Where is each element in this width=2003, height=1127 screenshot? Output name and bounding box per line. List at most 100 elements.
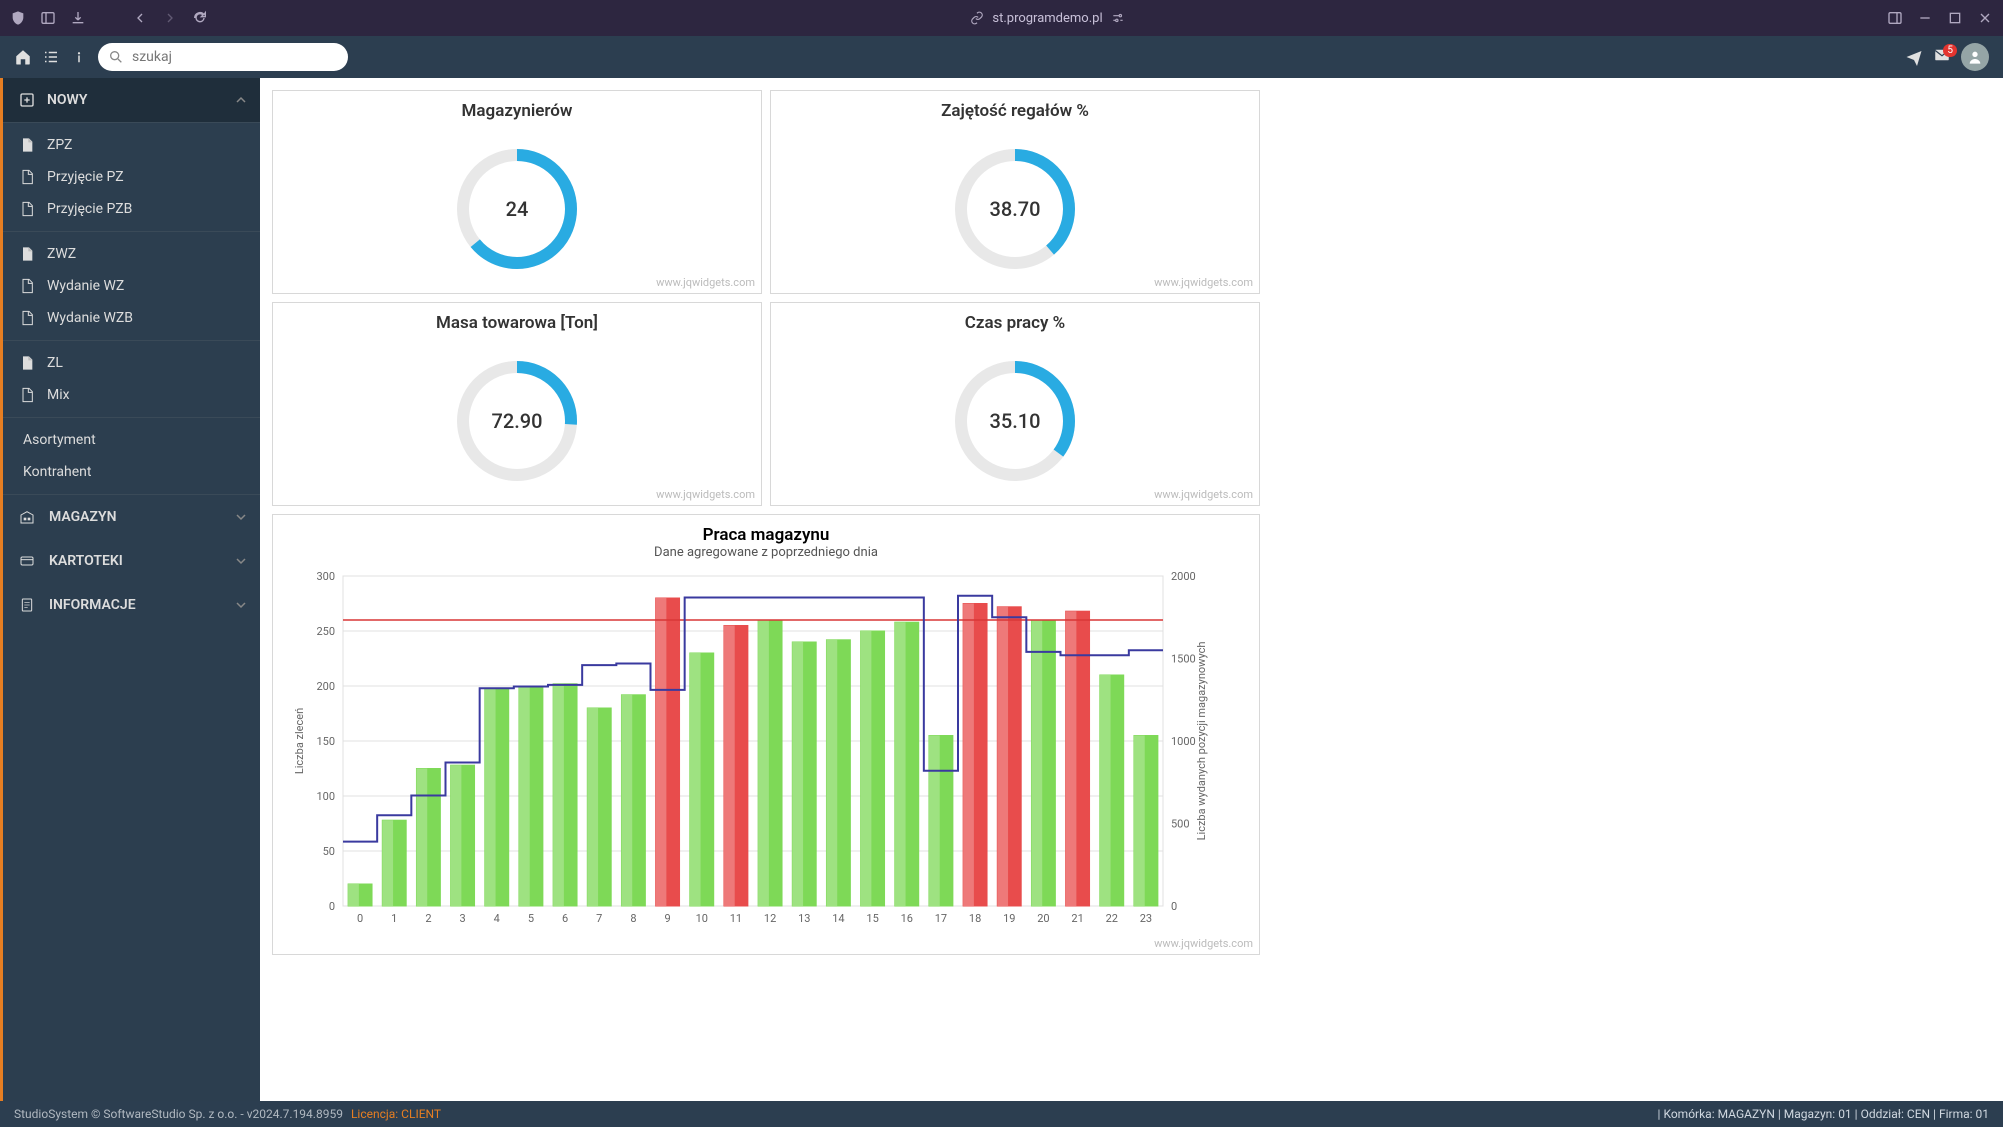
mail-button[interactable]: 5 bbox=[1933, 46, 1951, 68]
document-icon bbox=[19, 201, 35, 217]
panel-icon[interactable] bbox=[1887, 10, 1903, 26]
minimize-icon[interactable] bbox=[1917, 10, 1933, 26]
mail-badge: 5 bbox=[1943, 44, 1957, 57]
search-input[interactable] bbox=[98, 43, 348, 71]
back-icon[interactable] bbox=[132, 10, 148, 26]
watermark: www.jqwidgets.com bbox=[1154, 276, 1253, 289]
maximize-icon[interactable] bbox=[1947, 10, 1963, 26]
watermark: www.jqwidgets.com bbox=[656, 276, 755, 289]
sidebar-item-wydanie-wz[interactable]: Wydanie WZ bbox=[3, 270, 260, 302]
search-icon bbox=[108, 49, 124, 65]
file-icon bbox=[19, 137, 35, 153]
svg-text:7: 7 bbox=[596, 912, 602, 925]
svg-text:10: 10 bbox=[696, 912, 708, 925]
sidebar-cat-label: KARTOTEKI bbox=[49, 553, 123, 569]
gauge: 72.90 bbox=[437, 341, 597, 491]
svg-text:22: 22 bbox=[1106, 912, 1118, 925]
sidebar-item-przyjęcie-pzb[interactable]: Przyjęcie PZB bbox=[3, 193, 260, 225]
gauge: 24 bbox=[437, 129, 597, 279]
gauge-value: 35.10 bbox=[989, 409, 1040, 433]
sidebar-item-label: Przyjęcie PZ bbox=[47, 169, 124, 185]
sidebar-item-zl[interactable]: ZL bbox=[3, 347, 260, 379]
status-license: Licencja: CLIENT bbox=[351, 1107, 441, 1121]
sidebar-item-label: ZWZ bbox=[47, 246, 76, 262]
sidebar-item-zpz[interactable]: ZPZ bbox=[3, 129, 260, 161]
svg-text:8: 8 bbox=[630, 912, 636, 925]
home-icon[interactable] bbox=[14, 48, 32, 66]
svg-text:18: 18 bbox=[969, 912, 981, 925]
svg-text:14: 14 bbox=[832, 912, 844, 925]
file-icon bbox=[19, 246, 35, 262]
sidebar-item-asortyment[interactable]: Asortyment bbox=[3, 424, 260, 456]
gauge-value: 72.90 bbox=[491, 409, 542, 433]
download-icon[interactable] bbox=[70, 10, 86, 26]
plane-icon[interactable] bbox=[1905, 48, 1923, 66]
avatar[interactable] bbox=[1961, 43, 1989, 71]
svg-text:3: 3 bbox=[459, 912, 465, 925]
svg-text:Liczba zleceń: Liczba zleceń bbox=[293, 708, 306, 774]
gauge-value: 24 bbox=[506, 197, 529, 221]
sidebar-cat-kartoteki[interactable]: KARTOTEKI bbox=[3, 539, 260, 583]
svg-text:23: 23 bbox=[1140, 912, 1152, 925]
chevron-down-icon bbox=[236, 556, 246, 566]
list-icon[interactable] bbox=[42, 48, 60, 66]
sidebar-header-nowy[interactable]: NOWY bbox=[3, 78, 260, 123]
sidebar-item-zwz[interactable]: ZWZ bbox=[3, 238, 260, 270]
sidebar-item-label: Wydanie WZB bbox=[47, 310, 133, 326]
sidebar-item-label: Przyjęcie PZB bbox=[47, 201, 132, 217]
watermark: www.jqwidgets.com bbox=[1154, 937, 1253, 950]
browser-titlebar: st.programdemo.pl bbox=[0, 0, 2003, 36]
sidebar-toggle-icon[interactable] bbox=[40, 10, 56, 26]
info-page-icon bbox=[19, 597, 35, 613]
sidebar-cat-magazyn[interactable]: MAGAZYN bbox=[3, 495, 260, 539]
sidebar-item-kontrahent[interactable]: Kontrahent bbox=[3, 456, 260, 488]
svg-text:11: 11 bbox=[730, 912, 742, 925]
status-left: StudioSystem © SoftwareStudio Sp. z o.o.… bbox=[14, 1107, 343, 1121]
sidebar-item-wydanie-wzb[interactable]: Wydanie WZB bbox=[3, 302, 260, 334]
svg-text:12: 12 bbox=[764, 912, 776, 925]
settings-icon[interactable] bbox=[1111, 11, 1125, 25]
sidebar-cat-label: MAGAZYN bbox=[49, 509, 116, 525]
watermark: www.jqwidgets.com bbox=[1154, 488, 1253, 501]
document-icon bbox=[19, 278, 35, 294]
gauge-title: Zajętość regałów % bbox=[771, 101, 1259, 121]
chevron-down-icon bbox=[236, 600, 246, 610]
svg-text:2000: 2000 bbox=[1171, 570, 1196, 583]
gauge-title: Czas pracy % bbox=[771, 313, 1259, 333]
svg-text:2: 2 bbox=[425, 912, 431, 925]
link-icon bbox=[970, 11, 984, 25]
svg-text:20: 20 bbox=[1037, 912, 1049, 925]
svg-text:1: 1 bbox=[391, 912, 397, 925]
sidebar: NOWY ZPZ Przyjęcie PZ Przyjęcie PZB ZWZ Wyd… bbox=[0, 78, 260, 1101]
app-topbar: 5 bbox=[0, 36, 2003, 78]
chart-subtitle: Dane agregowane z poprzedniego dnia bbox=[287, 545, 1245, 560]
forward-icon[interactable] bbox=[162, 10, 178, 26]
search-wrap bbox=[98, 43, 348, 71]
chevron-down-icon bbox=[236, 512, 246, 522]
gauge-panel: Magazynierów 24 www.jqwidgets.com bbox=[272, 90, 762, 294]
gauge-title: Magazynierów bbox=[273, 101, 761, 121]
gauge: 35.10 bbox=[935, 341, 1095, 491]
sidebar-header-label: NOWY bbox=[47, 92, 87, 108]
sidebar-cat-informacje[interactable]: INFORMACJE bbox=[3, 583, 260, 627]
sidebar-item-mix[interactable]: Mix bbox=[3, 379, 260, 411]
svg-text:0: 0 bbox=[357, 912, 363, 925]
plus-box-icon bbox=[19, 92, 35, 108]
svg-text:200: 200 bbox=[316, 680, 335, 693]
svg-text:16: 16 bbox=[901, 912, 913, 925]
gauge: 38.70 bbox=[935, 129, 1095, 279]
svg-text:13: 13 bbox=[798, 912, 810, 925]
svg-text:6: 6 bbox=[562, 912, 568, 925]
sidebar-item-przyjęcie-pz[interactable]: Przyjęcie PZ bbox=[3, 161, 260, 193]
reload-icon[interactable] bbox=[192, 10, 208, 26]
close-icon[interactable] bbox=[1977, 10, 1993, 26]
svg-text:1500: 1500 bbox=[1171, 653, 1196, 666]
shield-icon[interactable] bbox=[10, 10, 26, 26]
svg-text:5: 5 bbox=[528, 912, 534, 925]
info-icon[interactable] bbox=[70, 48, 88, 66]
url-text[interactable]: st.programdemo.pl bbox=[992, 11, 1102, 26]
svg-text:0: 0 bbox=[1171, 900, 1177, 913]
svg-text:100: 100 bbox=[316, 790, 335, 803]
svg-text:9: 9 bbox=[664, 912, 670, 925]
chevron-up-icon bbox=[236, 95, 246, 105]
